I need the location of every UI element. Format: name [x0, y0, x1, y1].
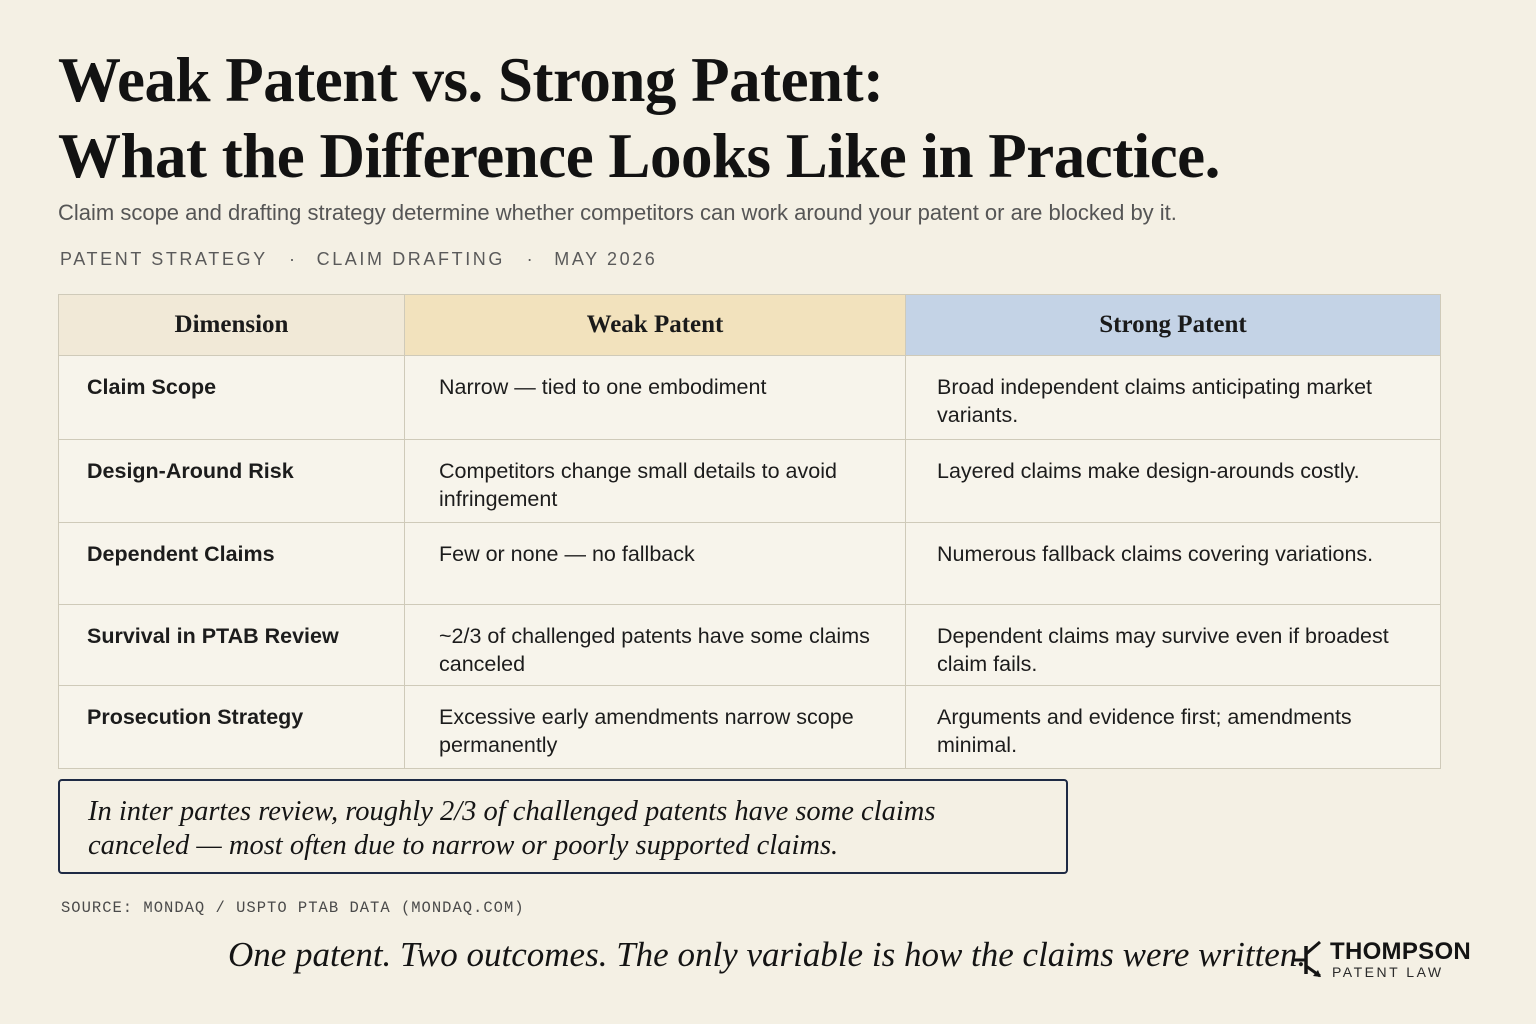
cell-strong: Dependent claims may survive even if bro…: [905, 604, 1441, 686]
cell-strong: Arguments and evidence first; amendments…: [905, 685, 1441, 769]
brand-subtitle: PATENT LAW: [1332, 964, 1444, 980]
table-row: Dependent Claims Few or none — no fallba…: [58, 522, 1441, 605]
title-line-1: Weak Patent vs. Strong Patent:: [58, 45, 884, 115]
title-line-2: What the Difference Looks Like in Practi…: [58, 121, 1220, 191]
cell-strong: Numerous fallback claims covering variat…: [905, 522, 1441, 605]
tag-date: MAY 2026: [554, 249, 658, 269]
table-row: Prosecution Strategy Excessive early ame…: [58, 685, 1441, 769]
cell-dimension: Dependent Claims: [58, 522, 405, 605]
table-header-row: Dimension Weak Patent Strong Patent: [58, 294, 1441, 356]
table-row: Survival in PTAB Review ~2/3 of challeng…: [58, 604, 1441, 686]
meta-tags: PATENT STRATEGY · CLAIM DRAFTING · MAY 2…: [60, 249, 657, 270]
cell-dimension: Prosecution Strategy: [58, 685, 405, 769]
subtitle: Claim scope and drafting strategy determ…: [58, 200, 1177, 225]
tag-separator: ·: [526, 249, 533, 269]
cell-weak: Competitors change small details to avoi…: [404, 439, 906, 523]
cell-dimension: Survival in PTAB Review: [58, 604, 405, 686]
comparison-table: Dimension Weak Patent Strong Patent Clai…: [58, 294, 1441, 769]
tag-subtopic: CLAIM DRAFTING: [316, 249, 506, 269]
column-header-dimension: Dimension: [58, 294, 405, 356]
table-row: Claim Scope Narrow — tied to one embodim…: [58, 355, 1441, 440]
cell-weak: Few or none — no fallback: [404, 522, 906, 605]
brand-name: THOMPSON: [1330, 938, 1472, 965]
callout-text: In inter partes review, roughly 2/3 of c…: [88, 796, 936, 861]
transistor-symbol-icon: [1292, 940, 1321, 978]
cell-dimension: Design-Around Risk: [58, 439, 405, 523]
tagline: One patent. Two outcomes. The only varia…: [228, 935, 1307, 974]
callout-box: In inter partes review, roughly 2/3 of c…: [58, 779, 1068, 874]
tag-separator: ·: [288, 249, 295, 269]
cell-weak: Excessive early amendments narrow scope …: [404, 685, 906, 769]
table-row: Design-Around Risk Competitors change sm…: [58, 439, 1441, 523]
column-header-weak-patent: Weak Patent: [404, 294, 906, 356]
cell-weak: ~2/3 of challenged patents have some cla…: [404, 604, 906, 686]
cell-strong: Layered claims make design-arounds costl…: [905, 439, 1441, 523]
tag-topic: PATENT STRATEGY: [60, 249, 268, 269]
cell-weak: Narrow — tied to one embodiment: [404, 355, 906, 440]
brand-logo: THOMPSON PATENT LAW: [1290, 934, 1490, 984]
source-note: SOURCE: MONDAQ / USPTO PTAB DATA (MONDAQ…: [61, 899, 525, 917]
column-header-strong-patent: Strong Patent: [905, 294, 1441, 356]
cell-strong: Broad independent claims anticipating ma…: [905, 355, 1441, 440]
cell-dimension: Claim Scope: [58, 355, 405, 440]
page-title: Weak Patent vs. Strong Patent: What the …: [58, 42, 1478, 194]
